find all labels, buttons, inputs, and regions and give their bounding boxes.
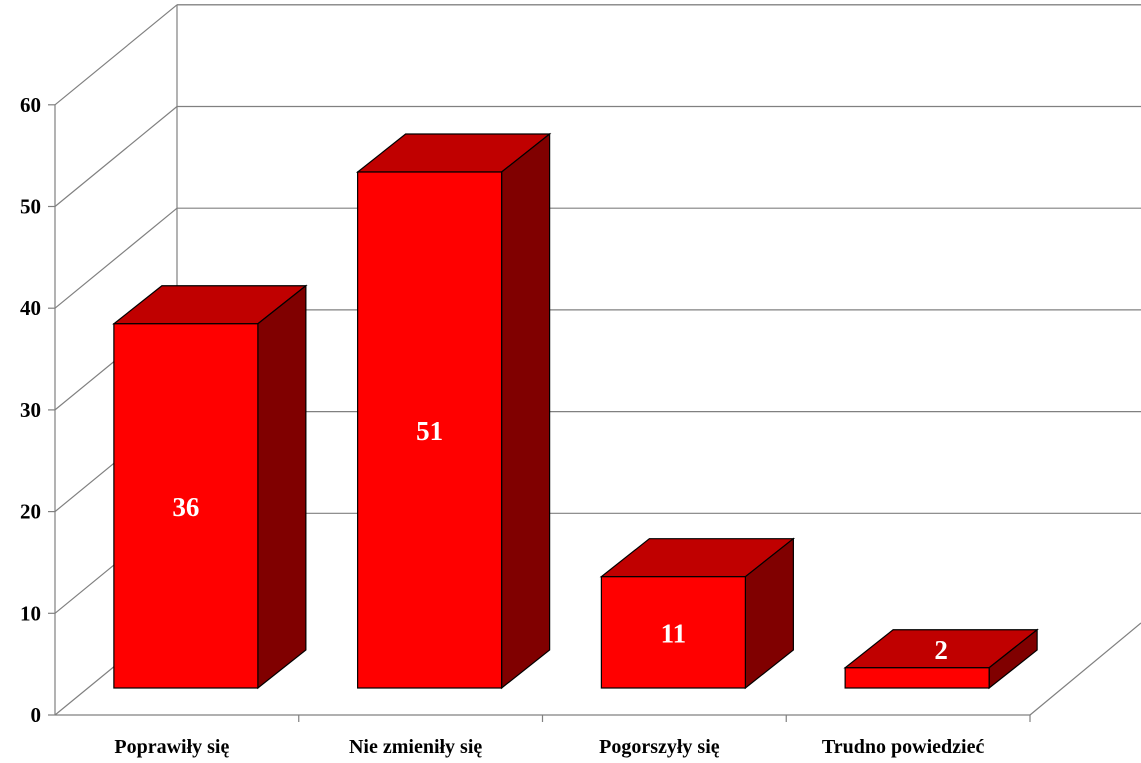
- bar-front: [113, 323, 259, 689]
- bar-front: [844, 667, 990, 689]
- y-tick-label: 50: [20, 195, 41, 219]
- floor-right-edge: [1029, 622, 1141, 716]
- x-category-label: Nie zmieniły się: [349, 736, 482, 758]
- y-tick-label: 60: [20, 93, 41, 117]
- data-label: 11: [661, 618, 687, 648]
- bar-front: [357, 171, 503, 689]
- x-category-label: Pogorszyły się: [599, 736, 720, 758]
- x-category-label: Trudno powiedzieć: [822, 736, 985, 758]
- bar: 36: [112, 284, 308, 690]
- bar: 51: [355, 132, 552, 690]
- y-tick-label: 30: [20, 398, 41, 422]
- data-label: 2: [934, 635, 948, 665]
- y-tick-label: 40: [20, 296, 41, 320]
- y-tick-label: 10: [20, 601, 41, 625]
- data-label: 51: [416, 416, 443, 446]
- x-axis: Poprawiły się Nie zmieniły się Pogorszyły …: [114, 715, 1031, 758]
- bar: 11: [599, 537, 796, 690]
- bar-side: [501, 132, 551, 690]
- data-label: 36: [172, 492, 199, 522]
- side-gridline: [54, 4, 178, 106]
- side-gridline: [54, 106, 178, 207]
- y-axis: 0 10 20 30 40 50 60: [20, 93, 55, 727]
- chart-bars: 36 51 11 2: [112, 132, 1039, 690]
- x-category-label: Poprawiły się: [114, 736, 229, 758]
- side-gridline: [54, 207, 178, 309]
- bar: 2: [843, 628, 1039, 690]
- y-tick-label: 0: [31, 703, 42, 727]
- y-tick-label: 20: [20, 500, 41, 524]
- bar-front: [600, 576, 746, 689]
- bar-side: [257, 284, 307, 690]
